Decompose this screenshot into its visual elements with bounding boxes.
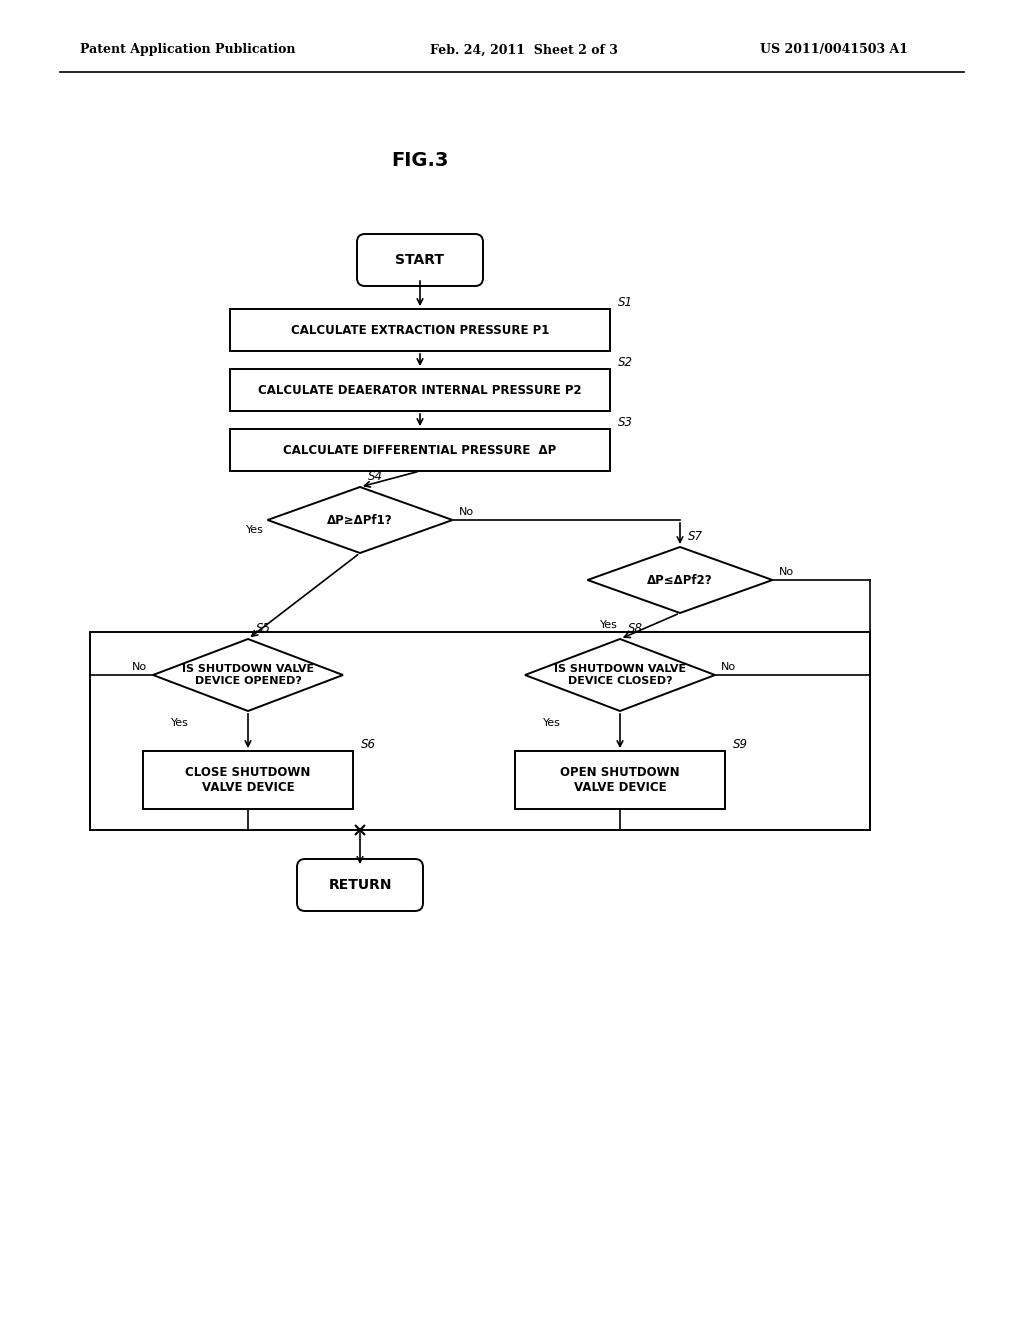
FancyBboxPatch shape: [357, 234, 483, 286]
Text: No: No: [132, 663, 147, 672]
Text: START: START: [395, 253, 444, 267]
Text: CLOSE SHUTDOWN
VALVE DEVICE: CLOSE SHUTDOWN VALVE DEVICE: [185, 766, 310, 795]
FancyBboxPatch shape: [297, 859, 423, 911]
Text: No: No: [459, 507, 474, 517]
Text: IS SHUTDOWN VALVE
DEVICE OPENED?: IS SHUTDOWN VALVE DEVICE OPENED?: [182, 664, 314, 686]
Text: No: No: [778, 568, 794, 577]
Text: No: No: [721, 663, 736, 672]
Text: Yes: Yes: [599, 620, 617, 630]
Text: S4: S4: [368, 470, 383, 483]
Polygon shape: [588, 546, 772, 612]
Polygon shape: [525, 639, 715, 711]
Text: S6: S6: [361, 738, 376, 751]
Text: Feb. 24, 2011  Sheet 2 of 3: Feb. 24, 2011 Sheet 2 of 3: [430, 44, 617, 57]
Text: RETURN: RETURN: [329, 878, 392, 892]
Text: ΔP≥ΔPf1?: ΔP≥ΔPf1?: [328, 513, 393, 527]
Text: FIG.3: FIG.3: [391, 150, 449, 169]
Text: CALCULATE DEAERATOR INTERNAL PRESSURE P2: CALCULATE DEAERATOR INTERNAL PRESSURE P2: [258, 384, 582, 396]
Text: CALCULATE EXTRACTION PRESSURE P1: CALCULATE EXTRACTION PRESSURE P1: [291, 323, 549, 337]
Bar: [90, 632, 870, 830]
Text: S1: S1: [618, 296, 633, 309]
Bar: [230, 429, 610, 471]
Bar: [230, 309, 610, 351]
Polygon shape: [153, 639, 343, 711]
Text: S3: S3: [618, 416, 633, 429]
Bar: [230, 370, 610, 411]
Text: S2: S2: [618, 356, 633, 370]
Text: S7: S7: [688, 531, 703, 543]
Bar: [143, 751, 353, 809]
Text: S8: S8: [628, 622, 643, 635]
Polygon shape: [267, 487, 453, 553]
Text: Yes: Yes: [171, 718, 188, 729]
Text: OPEN SHUTDOWN
VALVE DEVICE: OPEN SHUTDOWN VALVE DEVICE: [560, 766, 680, 795]
Text: CALCULATE DIFFERENTIAL PRESSURE  ΔP: CALCULATE DIFFERENTIAL PRESSURE ΔP: [284, 444, 557, 457]
Text: ΔP≤ΔPf2?: ΔP≤ΔPf2?: [647, 573, 713, 586]
Text: Patent Application Publication: Patent Application Publication: [80, 44, 296, 57]
Text: Yes: Yes: [543, 718, 561, 729]
Text: IS SHUTDOWN VALVE
DEVICE CLOSED?: IS SHUTDOWN VALVE DEVICE CLOSED?: [554, 664, 686, 686]
Text: S9: S9: [733, 738, 748, 751]
Text: Yes: Yes: [246, 525, 263, 535]
Text: S5: S5: [256, 622, 271, 635]
Bar: [515, 751, 725, 809]
Text: US 2011/0041503 A1: US 2011/0041503 A1: [760, 44, 908, 57]
